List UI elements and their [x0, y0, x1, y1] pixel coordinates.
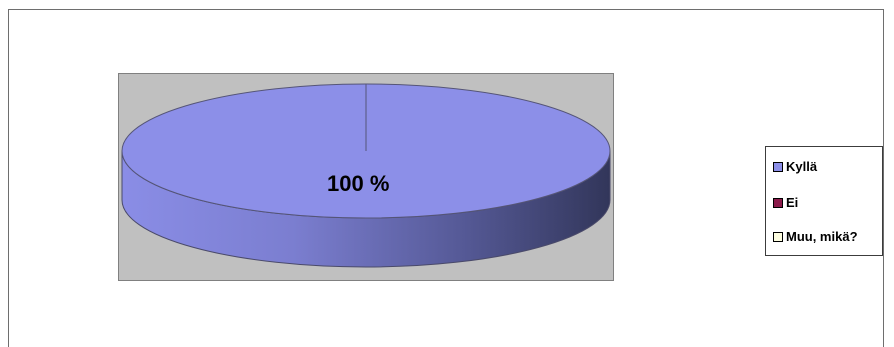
- pie-data-label: 100 %: [327, 171, 390, 196]
- legend-label-ei: Ei: [786, 195, 799, 210]
- legend-item-kylla: Kyllä: [773, 159, 817, 174]
- legend-label-muu: Muu, mikä?: [786, 229, 858, 244]
- legend-swatch-muu: [773, 231, 783, 242]
- chart-legend: Kyllä Ei Muu, mikä?: [765, 146, 883, 256]
- pie-chart: [121, 83, 611, 268]
- legend-swatch-kylla: [773, 161, 783, 172]
- legend-item-ei: Ei: [773, 195, 798, 210]
- legend-swatch-ei: [773, 197, 783, 208]
- legend-label-kylla: Kyllä: [786, 159, 818, 174]
- legend-item-muu: Muu, mikä?: [773, 229, 858, 244]
